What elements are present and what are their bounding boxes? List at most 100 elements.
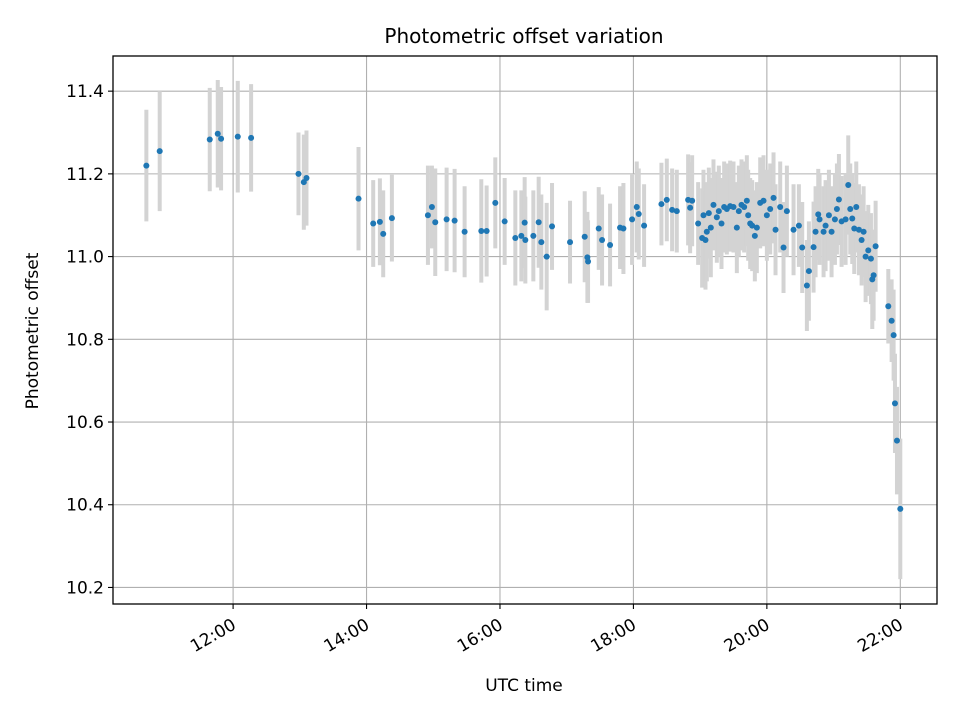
data-point xyxy=(833,206,840,213)
data-point xyxy=(842,216,849,223)
data-point xyxy=(512,234,519,241)
data-point xyxy=(461,228,468,235)
data-point xyxy=(376,218,383,225)
data-points xyxy=(143,130,904,512)
data-point xyxy=(851,225,858,232)
data-point xyxy=(521,219,528,226)
data-point xyxy=(872,243,879,250)
data-point xyxy=(428,203,435,210)
data-point xyxy=(518,232,525,239)
data-point xyxy=(492,199,499,206)
data-point xyxy=(370,220,377,227)
data-point xyxy=(763,212,770,219)
data-point xyxy=(825,212,832,219)
data-point xyxy=(703,228,710,235)
data-point xyxy=(772,226,779,233)
data-point xyxy=(847,206,854,213)
data-point xyxy=(702,237,709,244)
data-point xyxy=(522,237,529,244)
data-point xyxy=(663,196,670,203)
data-point xyxy=(855,226,862,233)
data-point xyxy=(234,133,241,140)
data-point xyxy=(295,170,302,177)
data-point xyxy=(432,219,439,226)
data-point xyxy=(543,253,550,260)
data-point xyxy=(849,215,856,222)
data-point xyxy=(607,242,614,249)
y-axis-title: Photometric offset xyxy=(23,252,43,409)
data-point xyxy=(805,268,812,275)
y-tick-label: 11.4 xyxy=(66,82,104,102)
data-point xyxy=(753,224,760,231)
data-point xyxy=(620,225,627,232)
data-point xyxy=(641,222,648,229)
data-point xyxy=(741,203,748,210)
data-point xyxy=(669,206,676,213)
data-point xyxy=(799,244,806,251)
data-point xyxy=(581,233,588,240)
data-point xyxy=(783,208,790,215)
data-point xyxy=(890,332,897,339)
data-point xyxy=(845,182,852,189)
y-tick-label: 10.8 xyxy=(66,330,104,350)
chart-title: Photometric offset variation xyxy=(384,24,663,48)
data-point xyxy=(718,220,725,227)
data-point xyxy=(156,148,163,155)
data-point xyxy=(673,208,680,215)
data-point xyxy=(790,226,797,233)
data-point xyxy=(795,222,802,229)
data-point xyxy=(707,224,714,231)
data-point xyxy=(206,136,213,143)
data-point xyxy=(483,227,490,234)
data-point xyxy=(567,239,574,246)
data-point xyxy=(733,224,740,231)
data-point xyxy=(585,258,592,265)
data-point xyxy=(713,214,720,221)
data-point xyxy=(424,212,431,219)
data-point xyxy=(831,216,838,223)
data-point xyxy=(501,218,508,225)
data-point xyxy=(745,212,752,219)
data-point xyxy=(530,232,537,239)
data-point xyxy=(888,317,895,324)
y-tick-label: 10.2 xyxy=(66,578,104,598)
data-point xyxy=(355,195,362,202)
data-point xyxy=(780,244,787,251)
plot-frame xyxy=(112,55,938,605)
data-point xyxy=(760,197,767,204)
data-point xyxy=(767,206,774,213)
data-point xyxy=(822,222,829,229)
x-axis-title: UTC time xyxy=(485,676,563,696)
data-point xyxy=(770,194,777,201)
data-point xyxy=(599,237,606,244)
data-point xyxy=(633,203,640,210)
data-point xyxy=(451,217,458,224)
data-point xyxy=(658,201,665,208)
data-point xyxy=(743,197,750,204)
data-point xyxy=(810,244,817,251)
data-point xyxy=(303,175,310,182)
data-point xyxy=(803,282,810,289)
data-point xyxy=(835,196,842,203)
data-point xyxy=(143,162,150,169)
data-point xyxy=(749,222,756,229)
data-point xyxy=(862,253,869,260)
data-point xyxy=(687,204,694,211)
data-point xyxy=(820,228,827,235)
data-point xyxy=(867,255,874,262)
data-point xyxy=(538,239,545,246)
data-point xyxy=(380,230,387,237)
y-tick-label: 10.4 xyxy=(66,496,104,516)
data-point xyxy=(700,212,707,219)
data-point xyxy=(715,208,722,215)
data-point xyxy=(777,203,784,210)
data-point xyxy=(730,203,737,210)
data-point xyxy=(549,223,556,230)
data-point xyxy=(885,303,892,310)
data-point xyxy=(858,237,865,244)
data-point xyxy=(388,215,395,222)
data-point xyxy=(812,228,819,235)
data-point xyxy=(865,247,872,254)
